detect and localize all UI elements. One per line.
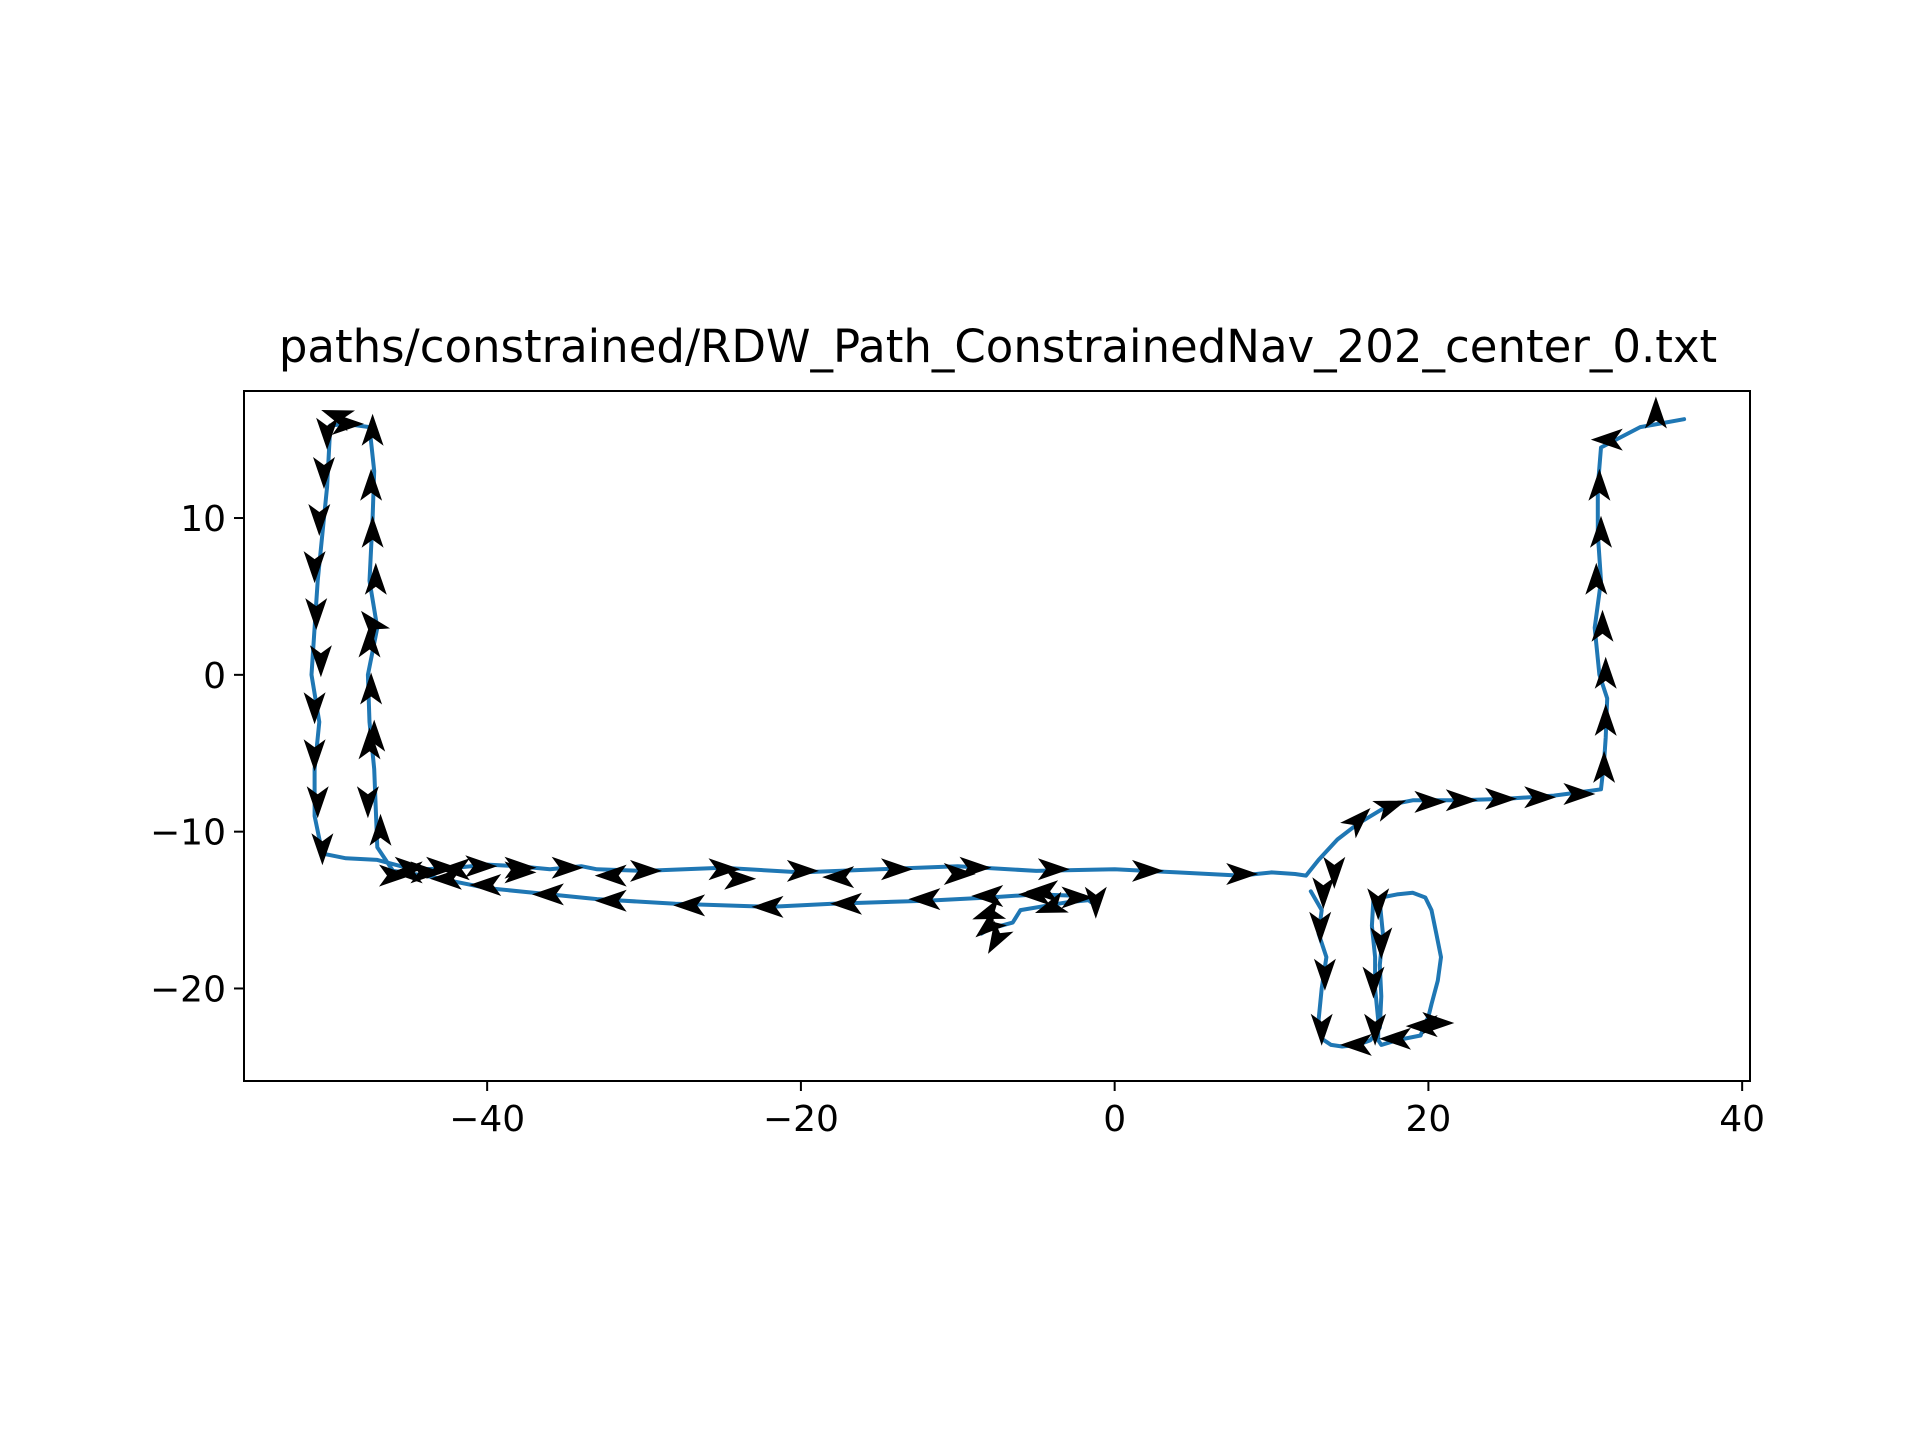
direction-arrow bbox=[308, 504, 331, 536]
direction-arrow bbox=[1313, 958, 1336, 991]
direction-arrow bbox=[1034, 891, 1069, 914]
direction-arrow bbox=[1563, 783, 1596, 805]
direction-arrow bbox=[1591, 609, 1614, 642]
direction-arrow bbox=[1340, 807, 1371, 839]
direction-arrow bbox=[1132, 859, 1164, 882]
direction-arrow bbox=[724, 867, 757, 890]
direction-arrow bbox=[908, 888, 941, 911]
direction-arrow bbox=[972, 898, 1007, 920]
x-tick-label: 40 bbox=[1719, 1099, 1765, 1140]
direction-arrow bbox=[1445, 789, 1478, 812]
direction-arrow bbox=[360, 672, 383, 705]
direction-arrow bbox=[1026, 880, 1059, 903]
direction-arrow bbox=[594, 864, 627, 887]
direction-arrow bbox=[1339, 1033, 1372, 1056]
direction-arrow bbox=[1585, 562, 1608, 595]
direction-arrow bbox=[306, 786, 329, 819]
direction-arrow bbox=[673, 894, 706, 917]
direction-arrow bbox=[321, 409, 356, 432]
direction-arrow bbox=[437, 858, 470, 881]
direction-arrow bbox=[1370, 927, 1393, 960]
direction-arrow bbox=[881, 858, 913, 881]
direction-arrow bbox=[1364, 1013, 1387, 1046]
direction-arrow bbox=[356, 786, 379, 819]
direction-arrow bbox=[1323, 856, 1346, 889]
direction-arrow bbox=[379, 864, 411, 887]
direction-arrow bbox=[361, 610, 391, 643]
direction-arrow bbox=[1362, 966, 1385, 999]
direction-arrow bbox=[305, 598, 328, 631]
direction-arrow bbox=[361, 515, 384, 548]
direction-arrow bbox=[469, 874, 502, 896]
x-tick-label: 20 bbox=[1406, 1099, 1452, 1140]
direction-arrow bbox=[311, 833, 334, 866]
chart-title: paths/constrained/RDW_Path_ConstrainedNa… bbox=[279, 320, 1717, 373]
direction-arrow bbox=[316, 417, 339, 450]
direction-arrow bbox=[943, 863, 976, 885]
direction-arrow bbox=[630, 859, 662, 882]
direction-arrow bbox=[1372, 800, 1407, 822]
direction-arrow bbox=[465, 855, 498, 878]
direction-arrow bbox=[1310, 1013, 1333, 1046]
direction-arrow bbox=[594, 889, 627, 912]
direction-arrow bbox=[1226, 863, 1259, 885]
direction-arrow bbox=[988, 920, 1014, 954]
direction-arrow bbox=[303, 551, 326, 584]
y-tick-label: 10 bbox=[180, 499, 226, 540]
direction-arrow bbox=[1593, 750, 1616, 783]
direction-arrow bbox=[786, 859, 819, 882]
direction-arrow bbox=[1594, 703, 1617, 736]
direction-arrow bbox=[369, 813, 392, 846]
direction-arrow bbox=[708, 858, 741, 881]
direction-arrow bbox=[303, 692, 326, 725]
direction-arrow bbox=[1590, 428, 1623, 451]
direction-arrow bbox=[358, 727, 381, 760]
direction-arrow bbox=[751, 895, 784, 918]
axes-frame bbox=[243, 390, 1751, 1082]
direction-arrow bbox=[1485, 787, 1517, 810]
direction-arrow bbox=[410, 861, 443, 884]
direction-arrow bbox=[1644, 396, 1667, 429]
direction-arrow bbox=[1084, 886, 1107, 919]
direction-arrow bbox=[1524, 786, 1557, 809]
direction-arrow bbox=[1588, 468, 1611, 501]
direction-arrow bbox=[1590, 515, 1612, 548]
direction-arrow bbox=[1309, 911, 1332, 944]
x-tick-label: −40 bbox=[449, 1099, 525, 1140]
y-tick-label: −20 bbox=[150, 969, 226, 1010]
direction-arrow bbox=[1414, 790, 1447, 813]
direction-arrow bbox=[975, 908, 1007, 938]
direction-arrow bbox=[1422, 1012, 1455, 1034]
direction-arrow bbox=[358, 625, 381, 658]
x-axis: −40 −20 0 20 40 bbox=[449, 1081, 1765, 1140]
direction-arrow bbox=[364, 562, 387, 595]
direction-arrow bbox=[303, 739, 326, 772]
direction-arrow bbox=[822, 866, 855, 889]
direction-arrow bbox=[309, 645, 332, 678]
direction-arrow bbox=[313, 457, 335, 489]
direction-arrow bbox=[1594, 656, 1617, 689]
x-tick-label: −20 bbox=[763, 1099, 839, 1140]
direction-arrow bbox=[360, 468, 383, 501]
direction-arrow bbox=[361, 413, 384, 446]
direction-arrow bbox=[1312, 877, 1335, 910]
direction-arrow bbox=[1379, 1027, 1411, 1050]
direction-arrow bbox=[551, 856, 584, 879]
y-tick-label: −10 bbox=[150, 813, 226, 854]
direction-arrow bbox=[830, 892, 862, 915]
direction-arrow bbox=[1037, 858, 1070, 881]
y-tick-label: 0 bbox=[203, 656, 226, 697]
direction-arrow bbox=[504, 861, 537, 884]
y-axis: −20 −10 0 10 bbox=[150, 499, 244, 1010]
direction-arrow bbox=[531, 883, 564, 906]
direction-arrow bbox=[1061, 886, 1094, 909]
x-tick-label: 0 bbox=[1103, 1099, 1126, 1140]
plot-area bbox=[303, 396, 1687, 1056]
direction-arrow bbox=[1367, 888, 1390, 921]
